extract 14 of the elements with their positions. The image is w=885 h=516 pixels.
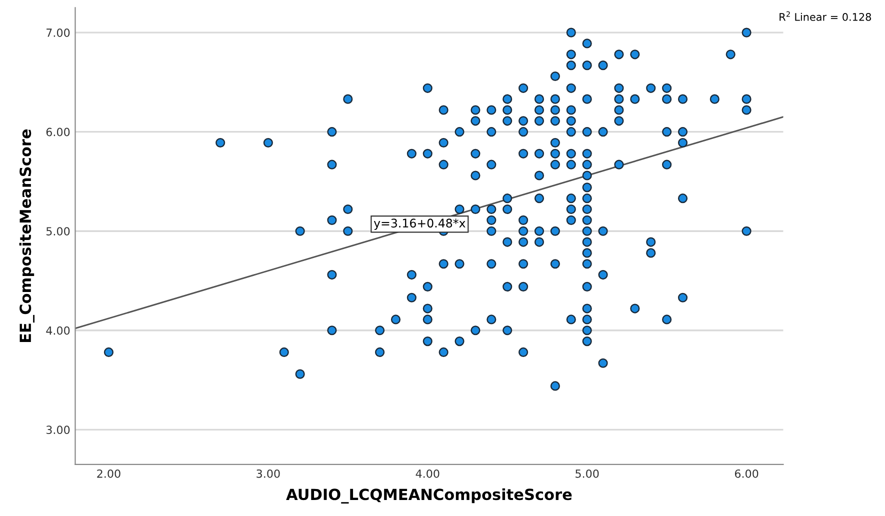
x-tick-label: 3.00 [256, 469, 280, 478]
x-tick-label: 6.00 [734, 469, 758, 478]
y-tick-label: 7.00 [46, 28, 70, 37]
y-tick-label: 5.00 [46, 227, 70, 236]
annotation: R$^{2}$ Linear = 0.128 [780, 11, 872, 21]
x-tick-label: 4.00 [416, 469, 440, 478]
y-tick-label: 6.00 [46, 128, 70, 136]
x-axis-title: AUDIO_LCQMEANCompositeScore [286, 488, 572, 504]
x-tick-label: 5.00 [576, 469, 599, 478]
x-tick-label: 2.00 [97, 469, 120, 478]
annotation: y=3.16+0.48*x [374, 218, 466, 230]
y-tick-label: 3.00 [46, 426, 70, 434]
y-tick-label: 4.00 [46, 326, 70, 335]
y-axis-title: EE_CompositeMeanScore [19, 129, 35, 342]
